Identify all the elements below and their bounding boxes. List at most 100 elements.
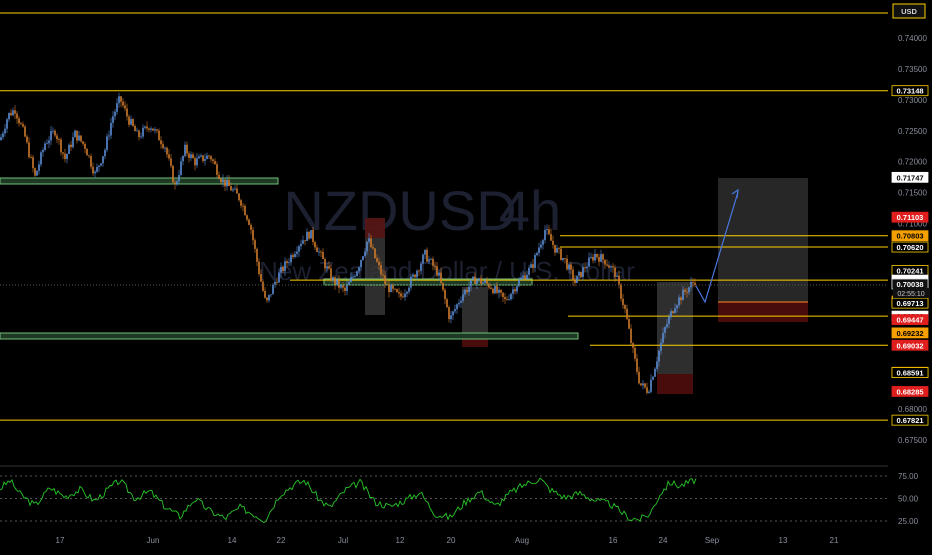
candle-body <box>600 254 602 262</box>
candle-body <box>142 127 144 137</box>
stop-zone[interactable] <box>718 302 808 322</box>
stop-zone-aug[interactable] <box>657 374 693 394</box>
currency-badge[interactable]: USD <box>892 3 926 19</box>
candle-body <box>188 153 190 158</box>
candle-body <box>692 282 694 283</box>
candle-body <box>648 391 650 393</box>
entry-zone-jul-b[interactable] <box>462 287 488 337</box>
candle-body <box>166 147 168 155</box>
candle-body <box>232 189 234 191</box>
candle-body <box>520 277 522 280</box>
stop-zone-jul[interactable] <box>365 218 385 238</box>
candle-body <box>56 135 58 140</box>
candle-body <box>322 252 324 260</box>
candle-body <box>422 254 424 264</box>
price-label-box[interactable] <box>891 339 929 351</box>
date-tick-label: 20 <box>447 536 456 545</box>
target-zone[interactable] <box>718 178 808 302</box>
support-band-top[interactable] <box>0 177 279 185</box>
candle-body <box>186 144 188 154</box>
candle-body <box>408 287 410 292</box>
price-label-box[interactable] <box>891 386 929 397</box>
candle-body <box>524 275 526 280</box>
candle-body <box>646 387 648 393</box>
candle-body <box>300 243 302 247</box>
time-axis[interactable]: 17 Jun 14 22 Jul 12 20 Aug 16 24 Sep 13 21 <box>56 536 839 545</box>
candle-body <box>96 166 98 172</box>
candle-body <box>108 135 110 137</box>
candle-body <box>94 171 96 174</box>
price-label-box[interactable] <box>891 171 929 183</box>
candle-body <box>674 308 676 314</box>
candle-body <box>388 284 390 293</box>
candle-body <box>18 118 20 124</box>
candle-body <box>276 281 278 283</box>
candle-body <box>414 274 416 278</box>
price-label-box[interactable] <box>891 297 929 309</box>
entry-zone-aug[interactable] <box>657 282 693 374</box>
candle-body <box>244 205 246 216</box>
price-label-box[interactable] <box>891 241 929 253</box>
stop-zone-jul-b[interactable] <box>462 337 488 347</box>
price-label-text: 0.67821 <box>896 416 923 425</box>
candle-body <box>214 161 216 165</box>
price-label-box[interactable] <box>891 327 929 339</box>
candle-body <box>448 307 450 320</box>
price-label-text: 0.73148 <box>896 87 923 96</box>
support-band-mid[interactable] <box>323 278 533 286</box>
candle-body <box>222 179 224 183</box>
candle-body <box>606 264 608 266</box>
price-label-box[interactable] <box>891 414 929 426</box>
price-label-text: 0.69713 <box>896 299 923 308</box>
candle-body <box>98 165 100 167</box>
price-label-box[interactable] <box>891 367 929 378</box>
countdown-label: 02:55:10 <box>897 291 924 298</box>
support-band-low[interactable] <box>0 332 579 340</box>
candle-body <box>588 257 590 267</box>
candle-body <box>246 215 248 220</box>
candle-body <box>34 168 36 176</box>
candle-body <box>688 287 690 293</box>
price-label-text: 0.69232 <box>896 329 923 338</box>
candle-body <box>384 275 386 284</box>
candle-body <box>178 174 180 182</box>
candle-body <box>356 271 358 277</box>
date-tick-label: 21 <box>830 536 839 545</box>
projection-arrow[interactable] <box>695 191 739 304</box>
candle-body <box>110 122 112 136</box>
price-axis[interactable]: 0.74000 0.73500 0.73000 0.72500 0.72000 0.715… <box>891 34 929 445</box>
price-label-box[interactable] <box>891 85 929 97</box>
candle-body <box>140 136 142 138</box>
candle-body <box>100 163 102 166</box>
price-label-box[interactable] <box>891 314 929 325</box>
candle-body <box>450 315 452 320</box>
candle-body <box>238 193 240 201</box>
price-label-text: 0.68591 <box>896 369 923 378</box>
candle-body <box>496 285 498 293</box>
candle-body <box>368 238 370 242</box>
candle-body <box>552 240 554 245</box>
candle-body <box>274 281 276 285</box>
candle-body <box>612 266 614 268</box>
candle-body <box>0 137 2 141</box>
candle-body <box>260 274 262 282</box>
price-label-box[interactable] <box>891 211 929 223</box>
entry-zone-jul[interactable] <box>365 218 385 315</box>
price-label-box[interactable] <box>891 230 929 242</box>
candle-body <box>124 105 126 109</box>
candle-body <box>412 274 414 277</box>
candle-body <box>426 249 428 262</box>
horizontal-levels[interactable] <box>0 12 888 421</box>
candle-body <box>44 143 46 150</box>
candle-body <box>526 274 528 280</box>
candle-body <box>306 231 308 242</box>
candle-body <box>174 182 176 185</box>
candle-body <box>476 280 478 284</box>
candle-body <box>544 229 546 241</box>
price-label-text: 0.70803 <box>896 232 923 241</box>
candle-body <box>22 124 24 127</box>
oscillator-tick-label: 50.00 <box>898 495 919 504</box>
candle-body <box>680 297 682 301</box>
